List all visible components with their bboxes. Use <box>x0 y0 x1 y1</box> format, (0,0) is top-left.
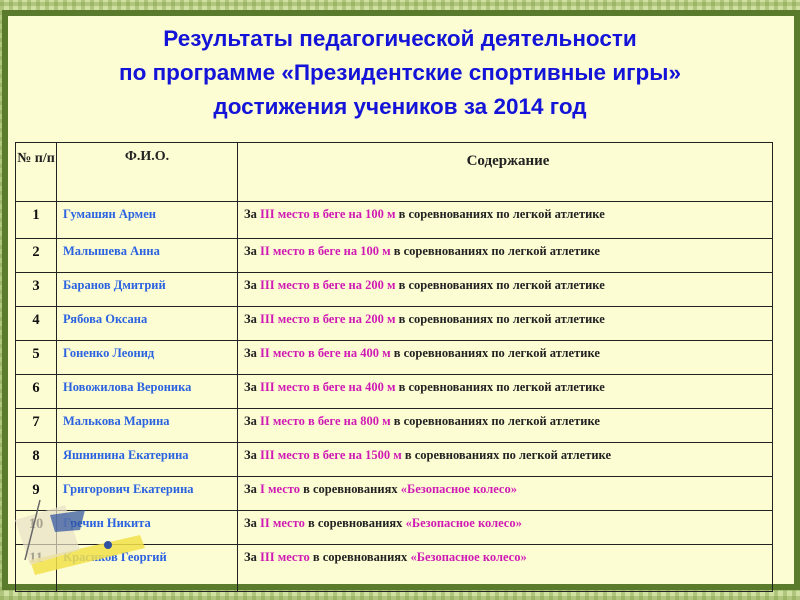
header-fio: Ф.И.О. <box>56 142 238 202</box>
table-row: 1 Гумашян Армен За III место в беге на 1… <box>15 201 773 239</box>
achievement-prefix: За <box>244 516 260 530</box>
table-row: 2 Малышева Анна За II место в беге на 10… <box>15 238 773 273</box>
row-number: 4 <box>15 306 57 341</box>
row-number: 5 <box>15 340 57 375</box>
student-name: Гоненко Леонид <box>56 340 238 375</box>
achievement-place: II место <box>259 516 305 530</box>
achievement-place: I место <box>259 482 300 496</box>
student-name: Новожилова Вероника <box>56 374 238 409</box>
table-row: 3 Баранов Дмитрий За III место в беге на… <box>15 272 773 307</box>
achievement-place: II место в беге на 100 м <box>259 244 391 258</box>
achievement-suffix: в соревнованиях по легкой атлетике <box>395 207 605 221</box>
table-row: 9 Григорович Екатерина За I место в соре… <box>15 476 773 511</box>
achievement-prefix: За <box>244 448 260 462</box>
achievement-suffix: в соревнованиях по легкой атлетике <box>395 312 605 326</box>
table-row: 8 Яшнинина Екатерина За III место в беге… <box>15 442 773 477</box>
achievement-prefix: За <box>244 346 260 360</box>
achievement: За II место в соревнованиях «Безопасное … <box>237 510 773 545</box>
row-number: 6 <box>15 374 57 409</box>
student-name: Малькова Марина <box>56 408 238 443</box>
student-name: Гречин Никита <box>56 510 238 545</box>
achievement-suffix: в соревнованиях по легкой атлетике <box>390 244 600 258</box>
table-header-row: № п/п Ф.И.О. Содержание <box>15 142 773 202</box>
achievement: За III место в беге на 400 м в соревнова… <box>237 374 773 409</box>
table-row: 11 Красиков Георгий За III место в сорев… <box>15 544 773 592</box>
results-table: № п/п Ф.И.О. Содержание 1 Гумашян Армен … <box>15 142 773 592</box>
competition-name: «Безопасное колесо» <box>405 516 522 530</box>
achievement: За III место в соревнованиях «Безопасное… <box>237 544 773 592</box>
achievement-suffix: в соревнованиях по легкой атлетике <box>395 278 605 292</box>
achievement-prefix: За <box>244 414 260 428</box>
achievement-prefix: За <box>244 380 260 394</box>
row-number: 2 <box>15 238 57 273</box>
slide-title: Результаты педагогической деятельности п… <box>0 22 800 124</box>
competition-name: «Безопасное колесо» <box>400 482 517 496</box>
achievement-suffix: в соревнованиях <box>304 516 406 530</box>
achievement: За I место в соревнованиях «Безопасное к… <box>237 476 773 511</box>
achievement-place: III место <box>259 550 310 564</box>
achievement-suffix: в соревнованиях по легкой атлетике <box>390 346 600 360</box>
student-name: Яшнинина Екатерина <box>56 442 238 477</box>
title-line-3: достижения учеников за 2014 год <box>213 94 587 119</box>
row-number: 3 <box>15 272 57 307</box>
achievement-suffix: в соревнованиях по легкой атлетике <box>401 448 611 462</box>
achievement-suffix: в соревнованиях <box>309 550 411 564</box>
title-line-2: по программе «Президентские спортивные и… <box>118 60 681 85</box>
achievement-suffix: в соревнованиях по легкой атлетике <box>395 380 605 394</box>
row-number: 7 <box>15 408 57 443</box>
achievement: За III место в беге на 100 м в соревнова… <box>237 201 773 239</box>
student-name: Малышева Анна <box>56 238 238 273</box>
header-content: Содержание <box>237 142 773 202</box>
achievement: За III место в беге на 1500 м в соревнов… <box>237 442 773 477</box>
competition-name: «Безопасное колесо» <box>410 550 527 564</box>
title-line-1: Результаты педагогической деятельности <box>163 26 637 51</box>
table-row: 5 Гоненко Леонид За II место в беге на 4… <box>15 340 773 375</box>
achievement: За III место в беге на 200 м в соревнова… <box>237 272 773 307</box>
header-num: № п/п <box>15 142 57 202</box>
achievement-place: III место в беге на 1500 м <box>259 448 402 462</box>
achievement: За II место в беге на 100 м в соревнован… <box>237 238 773 273</box>
achievement-prefix: За <box>244 312 260 326</box>
achievement-place: III место в беге на 200 м <box>259 312 396 326</box>
achievement-place: II место в беге на 400 м <box>259 346 391 360</box>
achievement-prefix: За <box>244 550 260 564</box>
achievement: За II место в беге на 800 м в соревнован… <box>237 408 773 443</box>
achievement-place: III место в беге на 200 м <box>259 278 396 292</box>
achievement-place: II место в беге на 800 м <box>259 414 391 428</box>
achievement-suffix: в соревнованиях по легкой атлетике <box>390 414 600 428</box>
achievement-place: III место в беге на 400 м <box>259 380 396 394</box>
student-name: Баранов Дмитрий <box>56 272 238 307</box>
achievement-place: III место в беге на 100 м <box>259 207 396 221</box>
row-number: 8 <box>15 442 57 477</box>
table-row: 7 Малькова Марина За II место в беге на … <box>15 408 773 443</box>
achievement-prefix: За <box>244 278 260 292</box>
achievement: За III место в беге на 200 м в соревнова… <box>237 306 773 341</box>
achievement-prefix: За <box>244 207 260 221</box>
row-number: 1 <box>15 201 57 239</box>
achievement: За II место в беге на 400 м в соревнован… <box>237 340 773 375</box>
student-name: Гумашян Армен <box>56 201 238 239</box>
achievement-prefix: За <box>244 482 260 496</box>
table-row: 6 Новожилова Вероника За III место в бег… <box>15 374 773 409</box>
student-name: Рябова Оксана <box>56 306 238 341</box>
achievement-prefix: За <box>244 244 260 258</box>
table-row: 4 Рябова Оксана За III место в беге на 2… <box>15 306 773 341</box>
achievement-suffix: в соревнованиях <box>299 482 401 496</box>
school-supplies-illustration <box>15 499 145 575</box>
